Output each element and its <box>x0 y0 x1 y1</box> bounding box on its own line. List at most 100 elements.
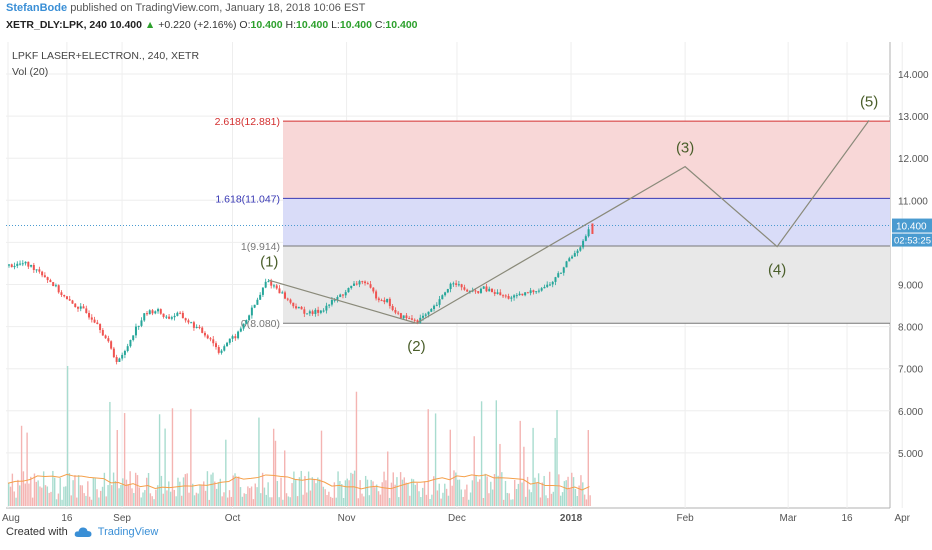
price-tick-label: 12.000 <box>898 154 929 165</box>
price-value: 10.400 <box>109 19 142 31</box>
candle-body <box>49 280 52 283</box>
candle-body <box>46 277 49 281</box>
created-with-text: Created with <box>6 526 68 538</box>
volume-bar <box>342 498 345 506</box>
volume-bar <box>243 493 245 506</box>
author-link[interactable]: StefanBode <box>6 2 68 14</box>
volume-bar <box>451 485 453 506</box>
candle-body <box>576 250 579 254</box>
volume-bar <box>534 477 536 506</box>
candle-body <box>402 315 405 319</box>
volume-bar <box>44 485 47 506</box>
volume-bar <box>484 473 486 506</box>
candle-body <box>32 265 35 270</box>
candle-body <box>369 284 372 288</box>
change-value: +0.220 (+2.16%) <box>158 19 237 31</box>
volume-bar <box>497 475 499 506</box>
volume-bar <box>363 496 365 506</box>
candle-body <box>71 300 74 304</box>
candle-body <box>239 328 242 332</box>
volume-bar <box>123 413 126 506</box>
candle-body <box>391 306 394 311</box>
volume-bar <box>197 493 199 506</box>
volume-bar <box>504 480 507 506</box>
volume-bar <box>219 478 221 506</box>
volume-bar <box>293 471 295 506</box>
volume-bar <box>558 474 560 506</box>
candle-body <box>148 310 151 315</box>
volume-bar <box>76 497 78 506</box>
volume-bar <box>434 413 437 506</box>
volume-bar <box>466 484 468 506</box>
volume-bar <box>425 494 428 506</box>
candle-body <box>19 263 22 265</box>
price-tick-label: 14.000 <box>898 70 929 81</box>
candle-body <box>297 306 300 309</box>
volume-bar <box>182 477 185 506</box>
volume-bar <box>289 497 291 506</box>
volume-bar <box>548 471 551 506</box>
volume-bar <box>589 495 591 506</box>
volume-bar <box>146 477 148 506</box>
candle-body <box>518 293 521 296</box>
volume-bar <box>111 485 113 506</box>
candle-body <box>341 294 344 296</box>
candle-body <box>289 299 292 303</box>
volume-bar <box>37 480 39 506</box>
volume-bar <box>444 483 446 506</box>
candle-body <box>184 318 187 321</box>
volume-bar <box>407 482 409 506</box>
volume-bar <box>30 476 32 506</box>
volume-bar <box>552 491 555 506</box>
price-chart[interactable]: 2.618(12.881) 1.618(11.047) 1(9.914) 0(8.08… <box>0 40 932 524</box>
volume-bar <box>499 443 501 506</box>
volume-bar <box>475 475 477 506</box>
tradingview-brand[interactable]: TradingView <box>97 526 159 538</box>
candle-body <box>584 236 587 241</box>
candle-body <box>68 299 71 301</box>
candle-body <box>30 265 33 267</box>
candle-body <box>159 309 162 314</box>
candle-body <box>52 282 55 287</box>
candle-body <box>507 295 510 299</box>
volume-bar <box>282 499 284 506</box>
candle-body <box>272 285 275 287</box>
wave-label: (2) <box>407 338 425 355</box>
candle-body <box>245 320 248 324</box>
volume-bar <box>302 494 304 506</box>
volume-bar <box>98 497 100 506</box>
volume-bar <box>247 486 249 506</box>
candle-body <box>85 308 88 314</box>
candle-body <box>452 283 455 285</box>
volume-bar <box>491 489 494 506</box>
volume-bar <box>136 475 139 506</box>
candle-body <box>43 275 46 278</box>
candle-body <box>444 292 447 296</box>
volume-bar <box>90 499 93 506</box>
volume-bar <box>68 473 71 506</box>
volume-bar <box>543 475 545 506</box>
volume-bar <box>442 492 444 506</box>
time-tick-label: Oct <box>225 513 241 524</box>
volume-bar <box>537 473 540 506</box>
candle-body <box>413 319 416 321</box>
volume-bar <box>574 489 577 506</box>
volume-bar <box>258 417 260 506</box>
candle-body <box>181 312 184 319</box>
candle-body <box>380 300 383 302</box>
candle-body <box>488 288 491 292</box>
candle-body <box>438 299 441 305</box>
volume-bar <box>306 492 308 506</box>
wave-label: (3) <box>676 140 694 157</box>
candle-body <box>261 287 264 295</box>
candle-body <box>485 286 488 292</box>
volume-bar <box>35 481 37 506</box>
candle-body <box>308 311 311 314</box>
candle-body <box>416 320 419 323</box>
candle-body <box>209 338 212 340</box>
candle-body <box>231 336 234 339</box>
volume-bar <box>226 497 229 506</box>
candle-body <box>526 292 529 294</box>
volume-bar <box>241 496 244 506</box>
volume-bar <box>41 487 43 506</box>
